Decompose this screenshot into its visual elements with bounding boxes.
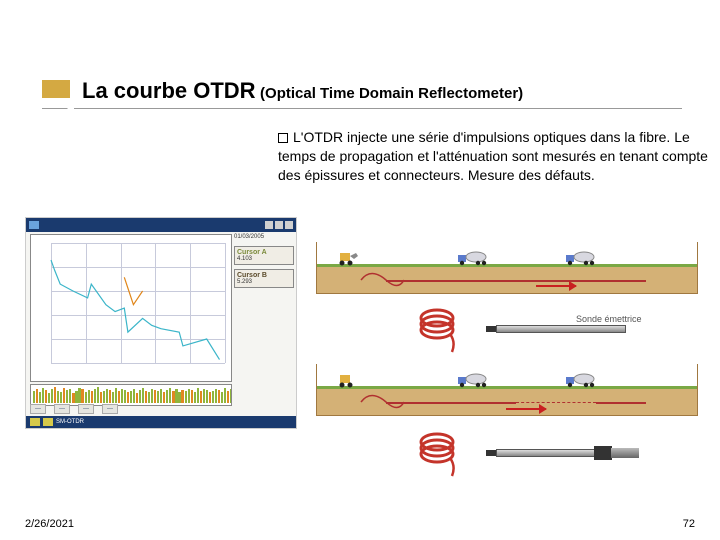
tb2: — bbox=[54, 404, 70, 414]
bullet-square-icon bbox=[278, 133, 288, 143]
cursor-b-label: Cursor B bbox=[237, 272, 291, 279]
vehicle-mixer-2 bbox=[564, 251, 598, 266]
otdr-trace bbox=[51, 243, 225, 363]
otdr-window-titlebar bbox=[26, 218, 296, 232]
slide-title-bar: La courbe OTDR (Optical Time Domain Refl… bbox=[42, 78, 523, 104]
probe-1 bbox=[486, 324, 636, 334]
min-icon bbox=[265, 221, 273, 229]
otdr-statusbar: SM-OTDR bbox=[26, 416, 296, 428]
arrow-1 bbox=[536, 281, 576, 291]
close-icon bbox=[285, 221, 293, 229]
arrow-2 bbox=[506, 404, 546, 414]
cursor-b-box: Cursor B 5.293 bbox=[234, 269, 294, 288]
sonde-label: Sonde émettrice bbox=[576, 314, 642, 324]
otdr-plot-area bbox=[51, 243, 225, 363]
bullet-text: L'OTDR injecte une série d'impulsions op… bbox=[278, 129, 708, 183]
otdr-title-icon bbox=[29, 221, 39, 229]
vehicle-mixer-3 bbox=[456, 373, 490, 388]
vehicle-mixer-1 bbox=[456, 251, 490, 266]
otdr-toolbar: — — — — bbox=[30, 404, 292, 414]
footer-date: 2/26/2021 bbox=[25, 518, 74, 530]
otdr-bargraph bbox=[30, 384, 232, 406]
fiber-1 bbox=[386, 280, 646, 282]
otdr-date: 01/03/2005 bbox=[234, 234, 294, 240]
title-underline bbox=[42, 108, 682, 109]
title-accent-box bbox=[42, 80, 70, 98]
title-main: La courbe OTDR bbox=[82, 78, 256, 103]
cursor-a-val: 4.103 bbox=[237, 256, 291, 262]
title-text: La courbe OTDR (Optical Time Domain Refl… bbox=[82, 78, 523, 104]
title-sub: (Optical Time Domain Reflectometer) bbox=[260, 85, 523, 102]
status-text: SM-OTDR bbox=[56, 419, 84, 425]
fiber-loop-2 bbox=[356, 389, 406, 417]
probe-2 bbox=[486, 448, 646, 458]
fiber-coil-1 bbox=[418, 308, 456, 356]
tb1: — bbox=[30, 404, 46, 414]
cursor-b-val: 5.293 bbox=[237, 279, 291, 285]
otdr-sidebar: 01/03/2005 Cursor A 4.103 Cursor B 5.293 bbox=[234, 234, 294, 292]
otdr-window-controls bbox=[265, 221, 293, 229]
otdr-plot-panel bbox=[30, 234, 232, 382]
vehicle-loader-2 bbox=[334, 373, 360, 388]
vehicle-loader bbox=[334, 251, 360, 266]
fiber-loop-1 bbox=[356, 267, 406, 295]
cursor-a-box: Cursor A 4.103 bbox=[234, 246, 294, 265]
fiber-diagram: Sonde émettrice bbox=[316, 242, 698, 492]
tb4: — bbox=[102, 404, 118, 414]
max-icon bbox=[275, 221, 283, 229]
footer-page: 72 bbox=[683, 518, 695, 530]
cursor-a-label: Cursor A bbox=[237, 249, 291, 256]
fiber-2c bbox=[596, 402, 646, 404]
status-btn-2 bbox=[43, 418, 53, 426]
otdr-screenshot: 01/03/2005 Cursor A 4.103 Cursor B 5.293… bbox=[25, 217, 297, 429]
status-btn-1 bbox=[30, 418, 40, 426]
tb3: — bbox=[78, 404, 94, 414]
vehicle-mixer-4 bbox=[564, 373, 598, 388]
fiber-coil-2 bbox=[418, 432, 456, 480]
bullet-paragraph: L'OTDR injecte une série d'impulsions op… bbox=[278, 128, 708, 185]
